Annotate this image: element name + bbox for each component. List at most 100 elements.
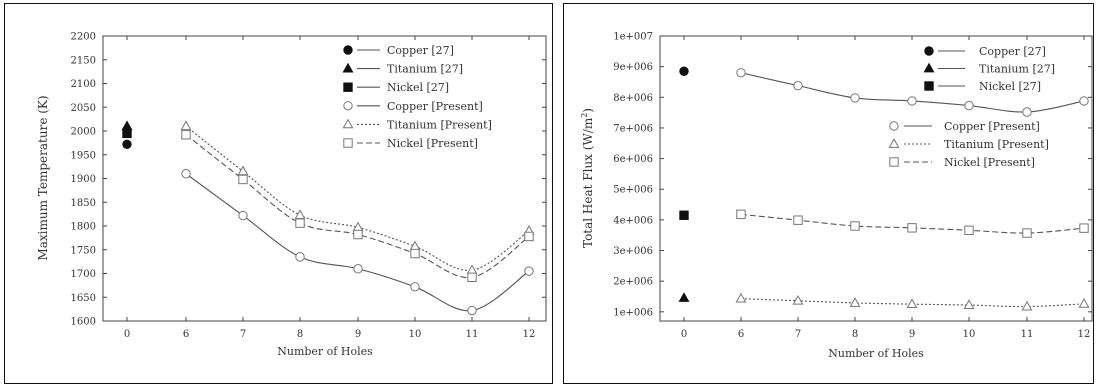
legend-label: Copper [Present] [387,100,483,113]
y-tick-label: 6e+006 [613,154,653,165]
x-tick-label: 10 [963,329,976,340]
data-point [238,174,248,185]
legend-entry: Nickel [27] [343,81,449,94]
y-tick-label: 1750 [71,245,96,256]
plot-frame [102,35,547,322]
series-line [185,173,530,312]
y-tick-label: 1650 [71,293,96,304]
legend-marker [343,138,353,148]
data-point [736,68,746,78]
data-point [850,93,860,103]
heat-flux-chart: 1e+006 2e+006 3e+006 4e+006 5e+006 6e+006 7e+0… [580,32,1093,360]
legend-label: Titanium [Present] [387,118,492,131]
y-tick-label: 1900 [71,174,96,185]
data-point [1079,96,1089,106]
data-point [467,305,477,316]
legend-entry: Titanium [Present] [888,138,1049,151]
data-point [792,294,804,305]
y-tick-label: 4e+006 [613,215,653,226]
legend-entry: Copper [Present] [343,100,483,113]
y-axis-label: Total Heat Flux (W/m2) [580,108,595,248]
y-tick-label: 1e+007 [613,32,653,43]
data-point [295,218,305,228]
y-tick-label: 2150 [71,55,96,66]
data-point [295,252,305,262]
data-point [466,264,478,275]
data-point [121,120,133,131]
series-nickel-27 [679,210,689,220]
x-tick-label: 12 [523,329,536,340]
x-tick-label: 7 [240,329,246,340]
legend-entry: Copper [27] [924,45,1046,58]
x-tick-label: 0 [124,329,130,340]
y-tick-label: 1950 [71,150,96,161]
legend-label: Nickel [Present] [387,137,478,150]
x-tick-label: 7 [795,329,801,340]
series-copper-present [181,169,534,316]
legend-marker [343,82,353,92]
series-copper-present [736,68,1089,117]
data-point [964,225,974,235]
data-point [1079,223,1089,233]
x-tick-label: 0 [681,329,687,340]
data-point [238,210,248,221]
legend-marker [889,157,899,167]
x-tick-label: 6 [738,329,744,340]
legend: Copper [27] Titanium [27] Nickel [27] Coppe… [888,45,1055,169]
data-point [410,282,420,292]
data-point [1021,300,1033,311]
data-point [181,169,191,179]
y-tick-label: 2200 [71,32,96,43]
data-point [907,96,917,106]
x-tick-label: 8 [852,329,858,340]
x-tick-label: 11 [466,329,479,340]
legend-entry: Nickel [27] [924,80,1041,93]
y-tick-label: 2000 [71,127,96,138]
x-tick-label: 6 [183,329,189,340]
series-titanium-27 [678,292,690,302]
y-tick-label: 1850 [71,198,96,209]
legend-entry: Nickel [Present] [889,156,1035,169]
data-point [294,209,306,219]
series-line [185,134,530,279]
series-nickel-present [181,130,534,283]
data-point [964,100,974,111]
legend-label: Nickel [Present] [944,156,1035,169]
data-point [679,66,689,76]
legend-marker [924,46,934,56]
y-axis-label: Maximum Temperature (K) [36,95,50,260]
y-tick-label: 1600 [71,317,96,328]
temperature-chart: 1600 1650 1700 1750 1800 1850 1900 1950 2000 2050… [36,32,547,358]
data-point [736,209,746,220]
data-point [906,298,918,309]
data-point [467,272,477,283]
legend-label: Nickel [27] [979,80,1041,93]
legend-entry: Titanium [27] [923,63,1055,76]
data-point [122,139,132,150]
legend-label: Copper [27] [979,45,1046,58]
legend-marker [342,62,354,73]
x-tick-label: 11 [1021,329,1034,340]
data-point [963,299,975,309]
legend-marker [924,81,934,91]
series-titanium-present [735,292,1090,311]
legend-entry: Titanium [27] [342,62,463,76]
y-tick-label: 2050 [71,103,96,114]
data-point [907,223,917,233]
y-tick-label: 5e+006 [613,185,653,196]
legend: Copper [27] Titanium [27] Nickel [27] Coppe… [342,44,492,150]
legend-entry: Titanium [Present] [342,118,492,131]
legend-label: Nickel [27] [387,81,449,94]
data-point [793,215,803,225]
legend-label: Copper [27] [387,44,454,57]
x-tick-label: 8 [297,329,303,340]
y-tick-label: 1800 [71,222,96,233]
data-point [180,120,192,131]
data-point [1022,228,1032,238]
data-point [735,292,747,303]
legend-entry: Copper [Present] [889,120,1040,133]
data-point [122,128,132,139]
y-tick-label: 8e+006 [613,93,653,104]
data-point [850,221,860,231]
